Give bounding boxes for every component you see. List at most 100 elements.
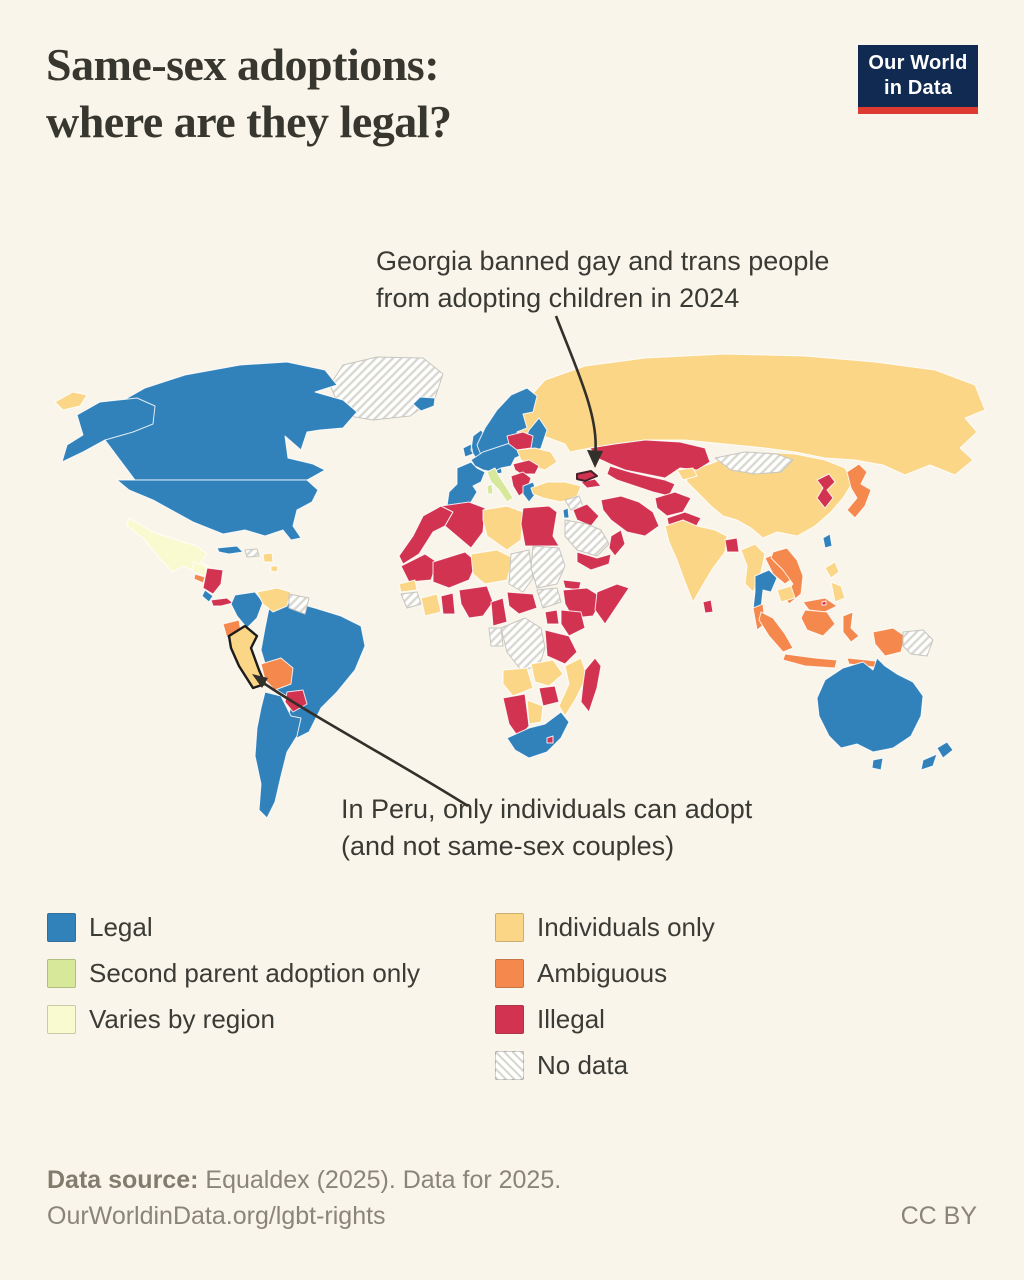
legend-swatch-ambiguous (495, 959, 524, 988)
country-central-african-republic (506, 591, 538, 615)
country-sudan (530, 545, 566, 589)
legend-swatch-varies (47, 1005, 76, 1034)
country-ukraine (516, 447, 558, 471)
country-congo-gabon (488, 627, 504, 647)
country-ghana (440, 592, 456, 615)
country-madagascar (580, 657, 602, 713)
country-venezuela (256, 587, 292, 613)
page-title: Same-sex adoptions: where are they legal… (46, 36, 452, 150)
country-mali (432, 551, 478, 589)
country-guyana-suriname (288, 593, 310, 615)
country-honduras-nicaragua (202, 567, 224, 595)
owid-logo-red-bar (858, 107, 978, 114)
country-tanzania (544, 629, 578, 665)
annotation-georgia-line-2: from adopting children in 2024 (376, 283, 740, 313)
country-yemen (576, 551, 612, 571)
country-angola (502, 667, 534, 697)
country-botswana (526, 699, 544, 725)
country-new-zealand (920, 741, 954, 771)
country-sri-lanka (702, 599, 714, 614)
data-source-label: Data source: (47, 1166, 199, 1194)
country-kyrgyzstan (676, 467, 698, 481)
country-iceland (412, 396, 436, 412)
country-bangladesh (724, 537, 740, 553)
country-saudi-arabia (564, 519, 610, 557)
country-zambia (530, 659, 564, 687)
owid-logo-text-2: in Data (883, 77, 953, 99)
country-senegal (398, 579, 418, 593)
license-badge: CC BY (900, 1202, 977, 1230)
legend-swatch-individuals (495, 913, 524, 942)
country-italy (486, 467, 514, 513)
country-georgia-country (576, 470, 598, 482)
country-hispaniola (244, 548, 260, 558)
country-zimbabwe (538, 685, 560, 707)
legend-label-legal: Legal (89, 912, 153, 942)
legend-label-no-data: No data (537, 1050, 629, 1080)
legend-label-ambiguous: Ambiguous (537, 958, 668, 988)
country-brunei (821, 600, 827, 606)
country-libya (482, 505, 524, 551)
country-oman (608, 529, 626, 557)
legend-item-second-parent: Second parent adoption only (47, 958, 420, 989)
country-iran (600, 495, 660, 537)
legend-swatch-no-data (495, 1051, 524, 1080)
country-cuba (216, 545, 244, 555)
country-iraq (572, 503, 600, 527)
data-source-text: Equaldex (2025). Data for 2025. (198, 1166, 562, 1194)
country-romania-hungary (512, 459, 540, 475)
country-china (684, 451, 854, 539)
annotation-georgia: Georgia banned gay and trans people from… (376, 243, 829, 317)
country-egypt (520, 505, 560, 547)
country-india (664, 519, 728, 603)
country-costa-rica (201, 589, 214, 603)
country-australia (816, 657, 924, 771)
legend-swatch-illegal (495, 1005, 524, 1034)
country-ethiopia (562, 587, 604, 619)
owid-logo-text-1: Our World (868, 52, 968, 74)
country-colombia (230, 591, 264, 629)
legend-item-varies: Varies by region (47, 1004, 275, 1035)
country-chad (508, 549, 534, 593)
country-cambodia (776, 585, 796, 603)
country-indonesia (758, 609, 884, 669)
country-south-sudan (536, 587, 562, 609)
country-nigeria (458, 585, 494, 619)
country-niger (470, 549, 514, 585)
legend-label-varies: Varies by region (89, 1004, 275, 1034)
legend-item-legal: Legal (47, 912, 153, 943)
data-source: Data source: Equaldex (2025). Data for 2… (47, 1166, 561, 1195)
country-south-africa (506, 711, 570, 759)
country-drc (500, 617, 546, 671)
country-mozambique (558, 657, 588, 717)
annotation-peru: In Peru, only individuals can adopt (and… (341, 791, 752, 865)
country-israel (562, 507, 570, 519)
country-new-guinea-west (872, 627, 906, 657)
country-afghanistan (654, 491, 692, 517)
owid-logo-box: Our World in Data (858, 45, 978, 107)
country-japan (846, 463, 872, 519)
legend-swatch-legal (47, 913, 76, 942)
country-somalia (594, 583, 630, 625)
legend-item-individuals: Individuals only (495, 912, 715, 943)
country-taiwan (822, 533, 833, 549)
country-papua-new-guinea (902, 629, 934, 657)
country-vietnam (770, 547, 804, 605)
legend-item-illegal: Illegal (495, 1004, 605, 1035)
country-panama (210, 597, 234, 607)
legend-label-illegal: Illegal (537, 1004, 605, 1034)
legend-item-no-data: No data (495, 1050, 628, 1081)
owid-url: OurWorldinData.org/lgbt-rights (47, 1202, 386, 1230)
country-canada (104, 361, 358, 481)
country-caribbean (262, 552, 279, 573)
title-line-2: where are they legal? (46, 96, 452, 147)
annotation-peru-line-2: (and not same-sex couples) (341, 831, 675, 861)
country-kenya (560, 609, 586, 637)
title-line-1: Same-sex adoptions: (46, 39, 440, 90)
country-uganda (544, 609, 560, 625)
country-cote-divoire (420, 593, 442, 617)
legend-item-ambiguous: Ambiguous (495, 958, 667, 989)
country-lesotho (546, 735, 554, 744)
country-west-africa (400, 591, 422, 609)
